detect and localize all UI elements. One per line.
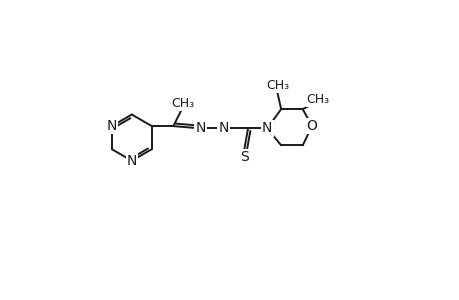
Text: N: N bbox=[218, 122, 228, 135]
Text: N: N bbox=[262, 122, 272, 135]
Text: CH₃: CH₃ bbox=[306, 93, 329, 106]
Text: N: N bbox=[106, 119, 117, 133]
Text: O: O bbox=[306, 119, 317, 133]
Text: N: N bbox=[126, 154, 137, 168]
Text: N: N bbox=[195, 122, 205, 135]
Text: S: S bbox=[239, 150, 248, 164]
Text: CH₃: CH₃ bbox=[171, 97, 194, 110]
Text: CH₃: CH₃ bbox=[265, 79, 288, 92]
